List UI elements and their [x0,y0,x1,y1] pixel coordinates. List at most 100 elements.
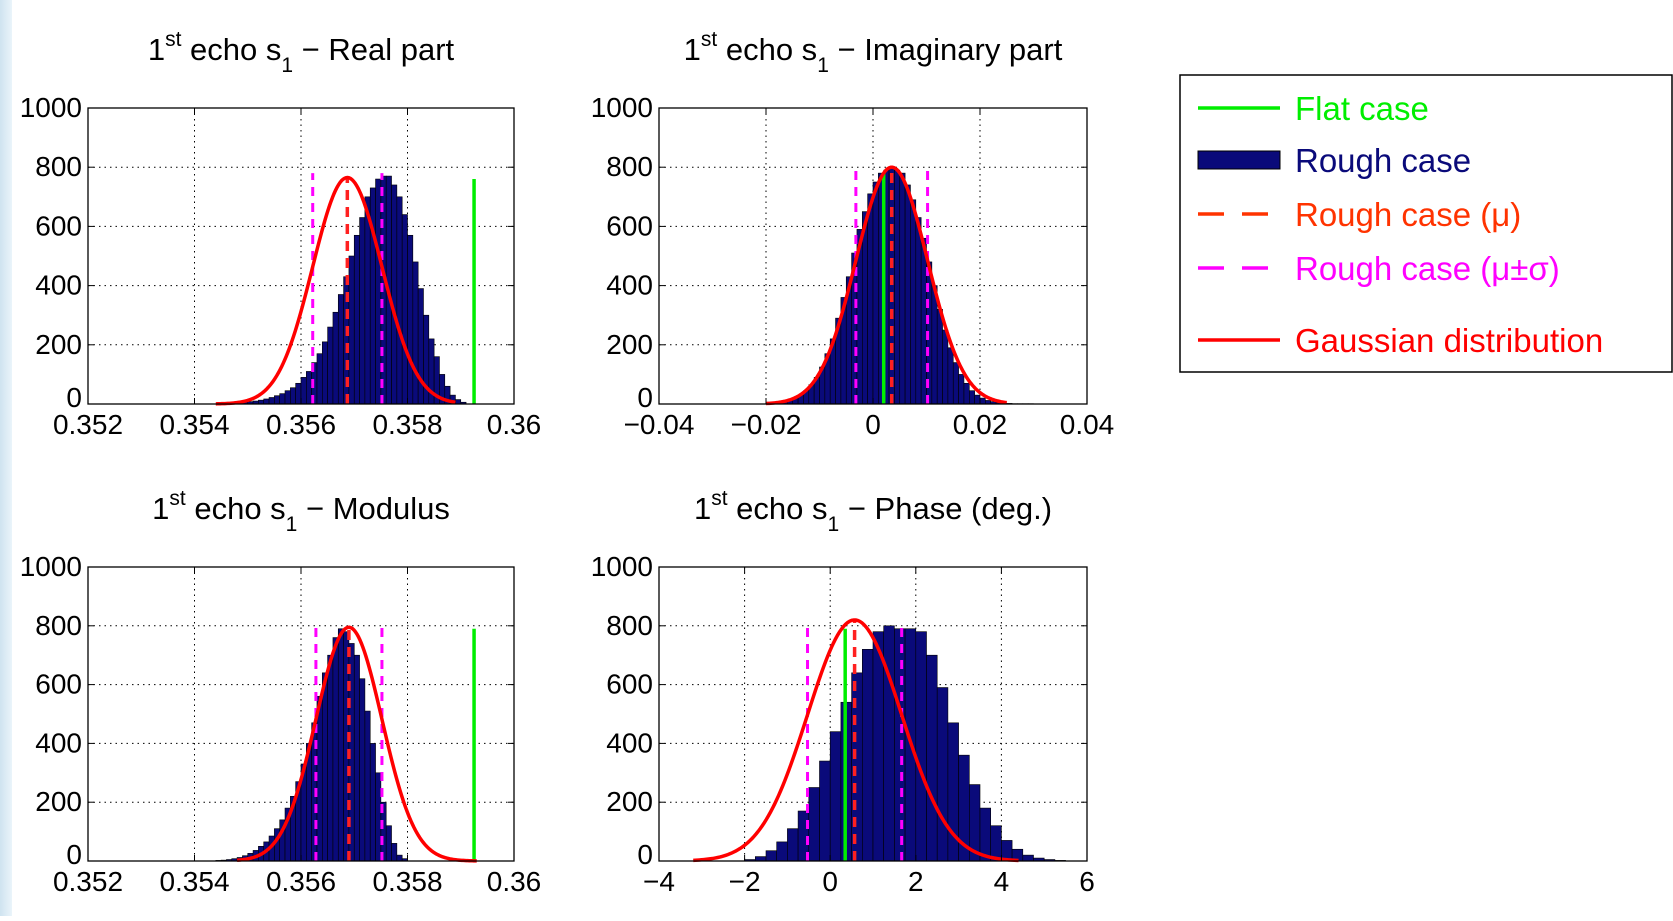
y-tick-label: 600 [35,669,82,700]
histogram-bar [830,732,841,861]
histogram-bar [274,396,279,404]
y-tick-label: 800 [606,151,653,182]
title-part: 1 [152,491,169,526]
legend-swatch-rough [1198,151,1280,169]
y-tick-label: 0 [66,839,82,870]
histogram-bar [397,855,402,861]
histogram-bar [349,256,354,404]
x-tick-label: −2 [729,866,761,897]
histogram-bar [953,363,958,404]
x-tick-label: 0.354 [159,409,229,440]
histogram-bar [948,348,953,404]
histogram-bar [386,826,391,861]
x-tick-label: 0.356 [266,866,336,897]
y-tick-label: 400 [606,270,653,301]
histogram-bar [937,688,948,861]
title-part: echo s [186,491,286,526]
title-part: − Modulus [297,491,450,526]
histogram-bar [338,294,343,404]
histogram-bar [455,400,460,404]
histogram-bar [991,826,1002,861]
histogram-bar [884,626,895,861]
histogram-bar [280,394,285,404]
histogram-bar [296,383,301,404]
x-tick-label: 0.358 [372,866,442,897]
histogram-bar [301,377,306,404]
x-tick-label: 0.354 [159,866,229,897]
x-tick-label: 4 [994,866,1010,897]
histogram-bar [418,289,423,404]
histogram-bar [402,215,407,404]
histogram-bar [354,655,359,861]
y-tick-label: 0 [637,382,653,413]
histogram-bar [910,200,915,404]
histogram-bar [820,761,831,861]
histogram-bar [317,696,322,861]
y-tick-label: 200 [35,786,82,817]
x-tick-label: 0 [865,409,881,440]
histogram-bar [290,388,295,404]
y-tick-label: 200 [35,329,82,360]
histogram-bar [365,711,370,861]
histogram-bar [873,182,878,404]
x-tick-label: 0.02 [953,409,1008,440]
histogram-bar [894,170,899,404]
histogram-bar [862,649,873,861]
histogram-bar [766,851,777,861]
histogram-bar [360,679,365,861]
title-part: 1 [828,513,840,536]
histogram-bar [964,383,969,404]
title-part: 1 [281,54,293,77]
title-part: echo s [717,32,817,67]
histogram-bar [333,312,338,404]
histogram-bar [980,398,985,404]
histogram-bar [937,309,942,404]
y-tick-label: 600 [606,669,653,700]
subplot-title: 1st echo s1 − Real part [148,28,455,77]
x-tick-label: 0.352 [53,409,123,440]
title-part: 1 [694,491,711,526]
histogram-bar [905,185,910,404]
title-part: echo s [181,32,281,67]
histogram-bar [787,829,798,861]
subplot-title: 1st echo s1 − Modulus [152,487,450,536]
histogram-bar [413,262,418,404]
y-tick-label: 800 [35,151,82,182]
histogram-bar [408,235,413,404]
histogram-bar [370,743,375,861]
histogram-bar [392,185,397,404]
title-part: 1 [286,513,298,536]
x-tick-label: −0.02 [731,409,802,440]
histogram-bar [322,342,327,404]
legend-label-gauss: Gaussian distribution [1295,322,1603,359]
histogram-bar [328,327,333,404]
legend-label-sigma: Rough case (μ±σ) [1295,250,1560,287]
y-tick-label: 800 [606,610,653,641]
title-part: − Phase (deg.) [839,491,1052,526]
y-tick-label: 400 [606,727,653,758]
legend-label-mean: Rough case (μ) [1295,196,1521,233]
histogram-bar [354,235,359,404]
x-tick-label: 0.358 [372,409,442,440]
title-part: 1 [817,54,829,77]
x-tick-label: 0.04 [1060,409,1115,440]
y-tick-label: 400 [35,727,82,758]
histogram-bar [916,632,927,861]
histogram-bar [317,354,322,404]
histogram-bar [1023,855,1034,861]
histogram-bar [932,286,937,404]
histogram-bar [777,842,788,861]
histogram-bar [360,218,365,404]
title-part: st [165,28,182,51]
legend-label-rough: Rough case [1295,142,1471,179]
histogram-bar [269,397,274,404]
x-tick-label: −0.04 [624,409,695,440]
x-tick-label: 0.36 [487,409,542,440]
subplot-title: 1st echo s1 − Imaginary part [684,28,1063,77]
x-tick-label: 0 [822,866,838,897]
histogram-bar [975,395,980,404]
